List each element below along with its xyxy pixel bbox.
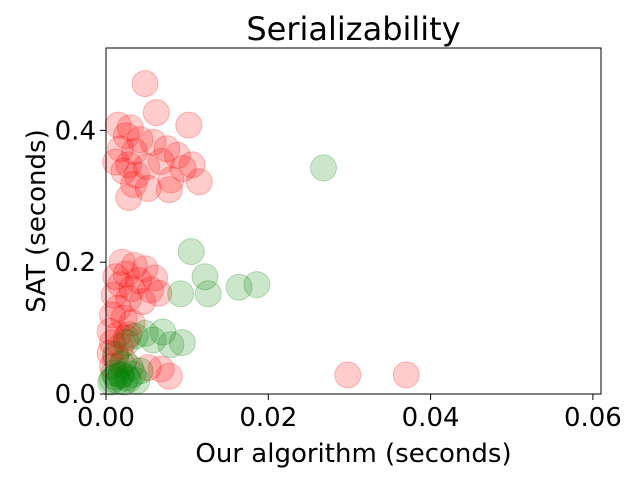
red-data-point: [102, 148, 130, 176]
red-data-point: [115, 184, 143, 212]
red-data-point: [107, 333, 135, 360]
green-data-point: [115, 366, 143, 393]
marks-layer: [96, 70, 420, 396]
green-data-point: [167, 280, 195, 308]
red-data-point: [115, 321, 143, 349]
x-axis-label: Our algorithm (seconds): [195, 439, 511, 469]
green-data-point: [102, 341, 130, 368]
green-data-point: [97, 368, 125, 396]
green-data-point: [177, 238, 205, 266]
green-data-point: [149, 318, 177, 346]
red-data-point: [120, 170, 148, 198]
green-data-point: [157, 331, 185, 359]
red-data-point: [126, 126, 154, 154]
green-data-point: [108, 350, 136, 378]
green-data-point: [168, 329, 196, 357]
green-data-point: [113, 364, 141, 391]
red-data-point: [133, 153, 161, 181]
y-tick-label: 0.4: [55, 116, 96, 146]
red-data-point: [120, 138, 148, 165]
green-data-point: [119, 360, 147, 388]
red-data-point: [120, 252, 148, 279]
green-data-point: [116, 354, 144, 382]
red-data-point: [134, 174, 162, 202]
red-data-point: [104, 294, 132, 322]
red-data-point: [155, 176, 183, 204]
green-data-point: [243, 271, 271, 299]
red-data-point: [112, 324, 140, 352]
red-data-point: [142, 99, 170, 127]
x-tick-label: 0.04: [402, 403, 460, 433]
green-data-point: [100, 359, 128, 387]
red-data-point: [125, 267, 152, 295]
red-data-point: [141, 264, 169, 292]
red-data-point: [178, 151, 206, 179]
red-data-point: [157, 166, 185, 194]
red-data-point: [112, 260, 140, 288]
green-data-point: [107, 362, 135, 389]
red-data-point: [96, 317, 124, 345]
red-data-point: [334, 361, 362, 389]
y-tick-label: 0.0: [55, 380, 96, 410]
green-data-point: [310, 154, 337, 182]
red-data-point: [104, 111, 132, 139]
x-tick-label: 0.06: [564, 403, 622, 433]
red-data-point: [131, 70, 159, 98]
red-data-point: [175, 111, 203, 139]
red-data-point: [137, 276, 165, 304]
red-data-point: [102, 263, 130, 291]
y-axis-ticks: 0.0 0.2 0.4: [55, 116, 106, 410]
plot-frame: [105, 47, 602, 395]
red-data-point: [96, 339, 124, 367]
red-data-point: [147, 355, 175, 383]
x-axis-ticks: 0.00 0.02 0.04 0.06: [77, 394, 622, 433]
green-data-point: [110, 368, 138, 396]
green-data-point: [102, 363, 130, 391]
chart-title: Serializability: [246, 10, 460, 48]
red-data-point: [139, 128, 167, 156]
green-data-point: [131, 319, 159, 347]
red-data-point: [155, 362, 183, 390]
red-data-point: [104, 321, 132, 349]
red-data-point: [123, 161, 151, 189]
red-data-point: [392, 361, 420, 389]
red-data-point: [169, 155, 197, 183]
red-data-point: [116, 114, 144, 142]
red-data-point: [115, 284, 143, 312]
red-data-point: [110, 157, 138, 185]
red-data-point: [129, 288, 156, 316]
red-data-point: [147, 147, 175, 175]
green-data-point: [194, 280, 222, 308]
red-data-point: [118, 275, 146, 303]
red-data-point: [118, 309, 146, 337]
red-data-point: [185, 168, 213, 196]
red-data-point: [100, 281, 128, 309]
red-data-point: [115, 151, 143, 179]
x-tick-label: 0.00: [77, 403, 135, 433]
green-data-point: [112, 329, 140, 357]
red-data-point: [134, 354, 162, 382]
red-data-point: [107, 271, 135, 299]
red-data-point: [108, 248, 136, 276]
y-axis-label: SAT (seconds): [22, 129, 52, 312]
x-tick-label: 0.02: [239, 403, 297, 433]
green-data-point: [139, 326, 167, 354]
red-data-point: [102, 344, 130, 372]
red-data-point: [153, 135, 181, 163]
y-tick-label: 0.2: [55, 248, 96, 278]
green-data-point: [191, 263, 219, 291]
red-data-point: [107, 135, 135, 163]
red-data-point: [110, 347, 138, 375]
red-data-point: [112, 122, 140, 150]
red-data-point: [131, 255, 159, 283]
green-data-point: [126, 357, 154, 385]
red-data-point: [163, 141, 191, 169]
green-data-point: [107, 360, 135, 388]
green-data-point: [121, 322, 149, 350]
red-data-point: [145, 279, 173, 307]
red-data-point: [110, 304, 138, 332]
green-data-point: [225, 273, 253, 301]
